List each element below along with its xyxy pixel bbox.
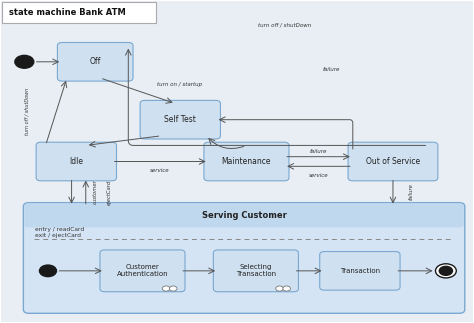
FancyBboxPatch shape bbox=[24, 203, 464, 227]
Circle shape bbox=[283, 286, 291, 291]
Text: Customer
Authentication: Customer Authentication bbox=[117, 264, 168, 277]
Text: service: service bbox=[309, 173, 328, 178]
Text: service: service bbox=[150, 168, 170, 173]
Text: turn off / shutDown: turn off / shutDown bbox=[24, 88, 29, 135]
Circle shape bbox=[276, 286, 283, 291]
Circle shape bbox=[169, 286, 177, 291]
Text: failure: failure bbox=[409, 183, 413, 201]
FancyBboxPatch shape bbox=[348, 142, 438, 181]
Text: turn off / shutDown: turn off / shutDown bbox=[258, 22, 311, 27]
FancyBboxPatch shape bbox=[319, 252, 400, 290]
Text: Self Test: Self Test bbox=[164, 115, 196, 124]
FancyBboxPatch shape bbox=[36, 142, 117, 181]
Text: Serving Customer: Serving Customer bbox=[201, 211, 286, 220]
Circle shape bbox=[15, 55, 34, 68]
FancyBboxPatch shape bbox=[57, 43, 133, 81]
Text: Selecting
Transaction: Selecting Transaction bbox=[236, 264, 276, 277]
FancyBboxPatch shape bbox=[204, 142, 289, 181]
Circle shape bbox=[439, 266, 453, 275]
Text: Off: Off bbox=[90, 57, 101, 66]
Circle shape bbox=[162, 286, 170, 291]
FancyBboxPatch shape bbox=[100, 250, 185, 292]
Text: turn on / startup: turn on / startup bbox=[156, 82, 202, 87]
FancyBboxPatch shape bbox=[140, 100, 220, 139]
Circle shape bbox=[39, 265, 56, 276]
Text: entry / readCard
exit / ejectCard: entry / readCard exit / ejectCard bbox=[35, 227, 84, 238]
Text: Transaction: Transaction bbox=[340, 268, 380, 274]
FancyBboxPatch shape bbox=[23, 203, 465, 313]
Text: ejectCard: ejectCard bbox=[107, 180, 112, 205]
Text: state machine Bank ATM: state machine Bank ATM bbox=[9, 8, 126, 17]
Text: Idle: Idle bbox=[69, 157, 83, 166]
Text: customer: customer bbox=[93, 180, 98, 204]
Circle shape bbox=[436, 264, 456, 278]
Text: failure: failure bbox=[310, 149, 327, 154]
FancyBboxPatch shape bbox=[213, 250, 299, 292]
Text: Maintenance: Maintenance bbox=[222, 157, 271, 166]
Text: failure: failure bbox=[323, 67, 340, 72]
Text: Out of Service: Out of Service bbox=[366, 157, 420, 166]
FancyBboxPatch shape bbox=[1, 2, 156, 23]
